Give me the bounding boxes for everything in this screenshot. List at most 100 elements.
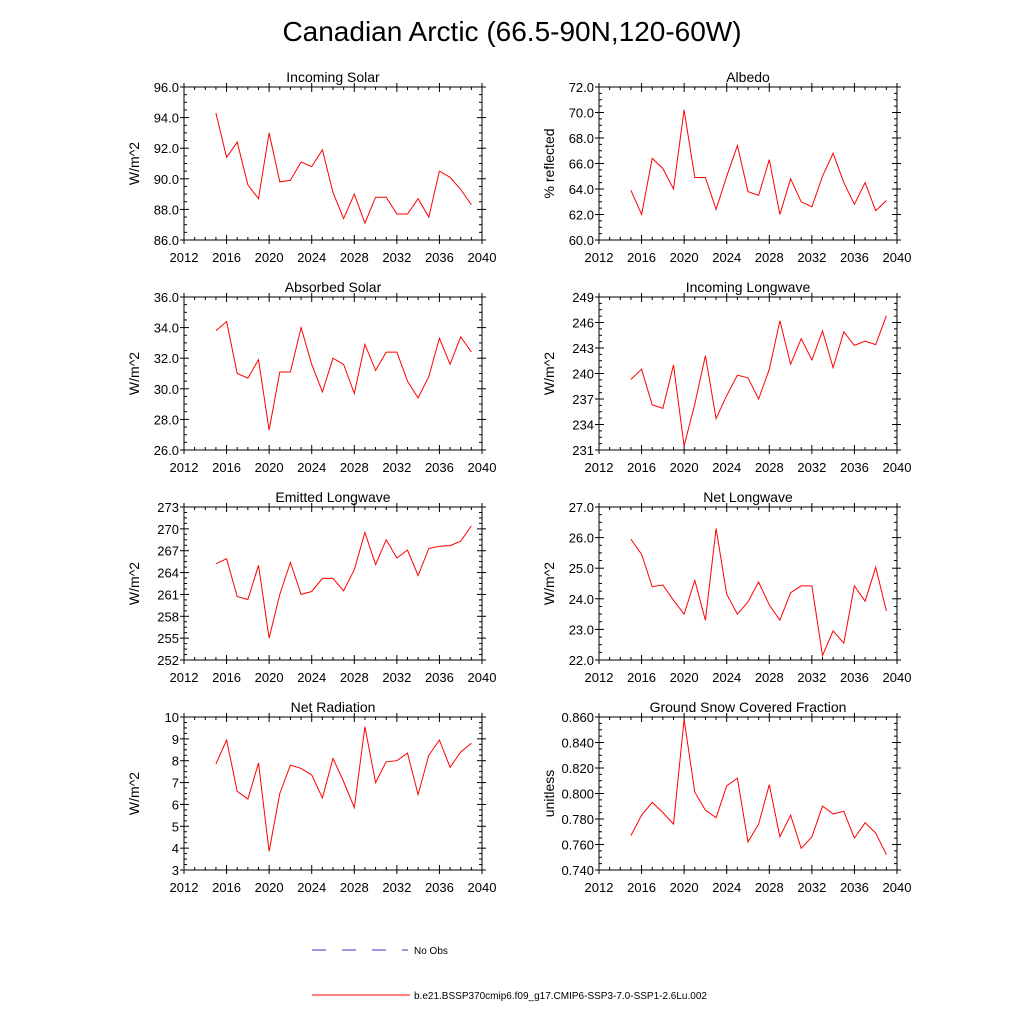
data-point (269, 430, 270, 431)
data-point (375, 370, 376, 371)
x-tick-label: 2016 (627, 250, 656, 265)
x-tick-label: 2036 (840, 880, 869, 895)
data-point (864, 822, 865, 823)
plot-frame (598, 296, 898, 451)
data-point (801, 338, 802, 339)
data-point (726, 395, 727, 396)
data-point (354, 194, 355, 195)
x-tick-label: 2028 (755, 670, 784, 685)
x-tick-label: 2028 (340, 880, 369, 895)
data-point (833, 813, 834, 814)
data-point (864, 182, 865, 183)
data-point (247, 599, 248, 600)
data-point (641, 369, 642, 370)
data-point (747, 601, 748, 602)
x-tick-label: 2040 (883, 670, 912, 685)
series-line (630, 109, 887, 217)
data-point (769, 159, 770, 160)
data-point (662, 408, 663, 409)
data-point (684, 614, 685, 615)
data-point (364, 726, 365, 727)
data-point (215, 563, 216, 564)
x-tick-label: 2020 (670, 880, 699, 895)
data-point (747, 377, 748, 378)
data-point (811, 206, 812, 207)
panel-title: Absorbed Solar (285, 279, 382, 295)
data-point (215, 763, 216, 764)
y-tick-label: 240 (572, 367, 594, 382)
x-tick-label: 2040 (468, 250, 497, 265)
data-point (854, 585, 855, 586)
data-point (471, 351, 472, 352)
data-point (311, 364, 312, 365)
panel-title: Incoming Solar (286, 69, 380, 85)
data-point (226, 739, 227, 740)
x-tick-label: 2016 (212, 670, 241, 685)
y-tick-label: 66.0 (569, 157, 594, 172)
data-point (237, 596, 238, 597)
data-point (449, 545, 450, 546)
data-point (758, 195, 759, 196)
data-point (279, 371, 280, 372)
data-point (652, 586, 653, 587)
data-point (715, 209, 716, 210)
x-tick-label: 2024 (712, 880, 741, 895)
data-point (418, 575, 419, 576)
data-point (726, 785, 727, 786)
y-tick-label: 24.0 (569, 592, 594, 607)
panel-title: Incoming Longwave (686, 279, 811, 295)
x-tick-label: 2024 (297, 670, 326, 685)
data-point (843, 643, 844, 644)
y-tick-label: 90.0 (154, 172, 179, 187)
data-point (226, 157, 227, 158)
x-tick-label: 2020 (255, 670, 284, 685)
x-tick-label: 2024 (712, 250, 741, 265)
y-tick-label: 0.760 (561, 838, 594, 853)
x-tick-label: 2036 (425, 880, 454, 895)
y-tick-label: 68.0 (569, 131, 594, 146)
data-point (215, 112, 216, 113)
plot-frame (183, 716, 483, 871)
data-point (439, 171, 440, 172)
data-point (418, 397, 419, 398)
y-axis-label: unitless (541, 770, 557, 817)
data-point (641, 815, 642, 816)
data-point (684, 445, 685, 446)
x-tick-label: 2028 (755, 880, 784, 895)
y-tick-label: 10 (165, 710, 179, 725)
data-point (375, 197, 376, 198)
data-point (237, 791, 238, 792)
data-point (279, 181, 280, 182)
data-point (822, 176, 823, 177)
data-point (694, 177, 695, 178)
x-tick-label: 2036 (840, 250, 869, 265)
data-point (652, 404, 653, 405)
data-point (237, 373, 238, 374)
panels: Incoming Solar W/m^2 2012 2016 2020 2024 2028 2… (126, 69, 911, 895)
data-point (258, 198, 259, 199)
data-point (215, 330, 216, 331)
data-point (886, 610, 887, 611)
x-tick-label: 2036 (425, 670, 454, 685)
data-point (641, 214, 642, 215)
y-tick-label: 60.0 (569, 233, 594, 248)
x-tick-label: 2040 (883, 250, 912, 265)
data-point (386, 351, 387, 352)
data-point (237, 141, 238, 142)
y-tick-label: 26.0 (154, 443, 179, 458)
data-point (322, 797, 323, 798)
data-point (354, 569, 355, 570)
y-tick-label: 92.0 (154, 141, 179, 156)
x-tick-label: 2012 (170, 250, 199, 265)
x-tick-label: 2036 (425, 460, 454, 475)
data-point (460, 336, 461, 337)
data-point (630, 539, 631, 540)
data-point (630, 379, 631, 380)
data-point (290, 764, 291, 765)
data-point (332, 192, 333, 193)
y-tick-label: 261 (157, 587, 179, 602)
x-tick-label: 2028 (340, 250, 369, 265)
y-tick-label: 7 (172, 776, 179, 791)
data-point (641, 554, 642, 555)
